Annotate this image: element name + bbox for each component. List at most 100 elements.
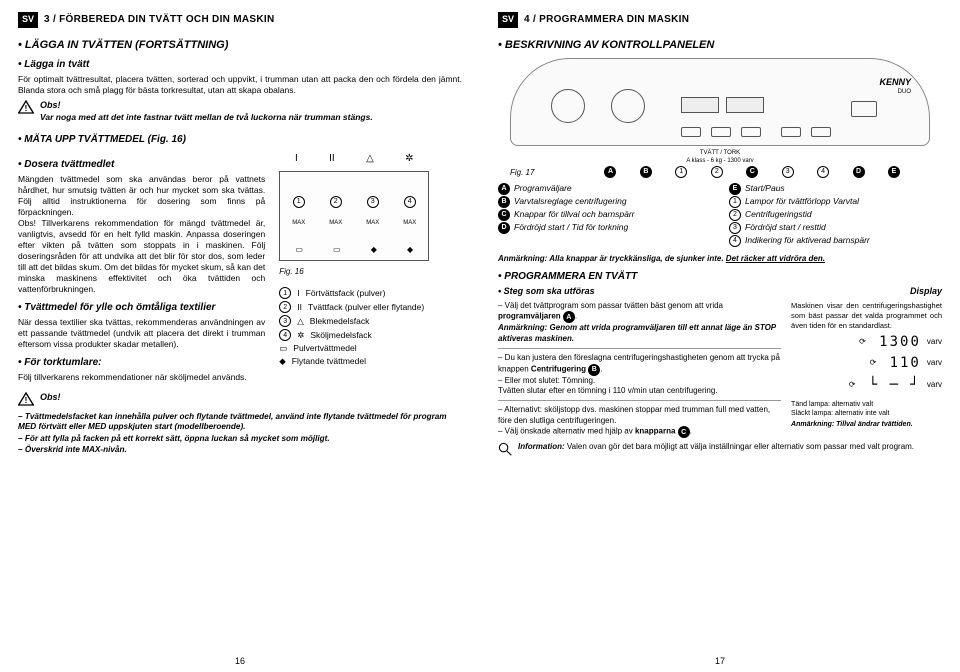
panel-btn-3: [741, 127, 761, 137]
dial-b: [611, 89, 645, 123]
obs-text-1: Var noga med att det inte fastnar tvätt …: [40, 112, 373, 123]
info-label: Information:: [518, 442, 565, 451]
drop-icon: ◆: [371, 245, 377, 255]
max2: MAX: [329, 220, 342, 228]
rinse-icon-3: ⟳: [849, 380, 863, 390]
svg-text:!: !: [25, 104, 28, 113]
powder-icon-leg: ▭: [279, 343, 287, 354]
warning-icon: !: [18, 100, 34, 114]
leg-n3: 3: [279, 315, 291, 327]
header-right: SV 4 / PROGRAMMERA DIN MASKIN: [498, 12, 942, 28]
num2: 2: [330, 196, 342, 208]
panel-btn-5: [811, 127, 831, 137]
tvatt-sub-2: A klass - 6 kg - 1300 varv: [686, 158, 753, 164]
v1: varv: [927, 337, 942, 347]
obs-label-1: Obs!: [40, 100, 373, 112]
panel-btn-1: [681, 127, 701, 137]
steps-block: – Välj det tvättprogram som passar tvätt…: [498, 301, 942, 438]
p-tork: Följ tillverkarens rekommendationer när …: [18, 372, 265, 383]
v2: varv: [927, 358, 942, 368]
leg6: Flytande tvättmedel: [292, 356, 366, 367]
s3a: – Alternativt: sköljstopp dvs. maskinen …: [498, 405, 770, 424]
step1: – Välj det tvättprogram som passar tvätt…: [498, 301, 781, 323]
key3: Fördröjd start / resttid: [745, 222, 826, 232]
foot-l2: – För att fylla på facken på ett korrekt…: [18, 434, 462, 445]
warning-icon-2: !: [18, 392, 34, 406]
disp1: 1300: [879, 333, 921, 351]
step1-note: Anmärkning: Genom att vrida programvälja…: [498, 323, 781, 344]
step3: – Alternativt: sköljstopp dvs. maskinen …: [498, 405, 781, 438]
foot-l1: – Tvättmedelsfacket kan innehålla pulver…: [18, 412, 462, 433]
note-underline: Det räcker att vidröra den.: [726, 254, 825, 263]
rinse-icon-2: ⟳: [870, 358, 884, 368]
brand-label: KENNY: [879, 77, 911, 89]
disp-note: Maskinen visar den centrifugeringshastig…: [791, 301, 942, 330]
h-prog: • PROGRAMMERA EN TVÄTT: [498, 270, 942, 283]
s2b: Centrifugering: [531, 364, 588, 373]
panel-btn-2: [711, 127, 731, 137]
leg3: Blekmedelsfack: [310, 316, 370, 327]
keyC: Knappar för tillval och barnspärr: [514, 209, 634, 219]
disp-row-1: ⟳1300varv: [791, 333, 942, 351]
marker-C: C: [746, 166, 758, 178]
max1: MAX: [292, 220, 305, 228]
magnifier-icon: [498, 442, 512, 456]
disp-row-3: ⟳└ ─ ┘varv: [791, 376, 942, 394]
info-row: Information: Valen ovan gör det bara möj…: [498, 442, 942, 456]
page-right: SV 4 / PROGRAMMERA DIN MASKIN • BESKRIVN…: [480, 0, 960, 672]
panel-btn-4: [781, 127, 801, 137]
display-2: [726, 97, 764, 113]
steps-hd-l: • Steg som ska utföras: [498, 286, 595, 298]
sym-c: △: [366, 152, 374, 165]
leg2: Tvättfack (pulver eller flytande): [308, 302, 424, 313]
liquid-icon-leg: ◆: [279, 356, 286, 367]
h-dosera: • Dosera tvättmedlet: [18, 158, 265, 171]
v3: varv: [927, 380, 942, 390]
num4: 4: [404, 196, 416, 208]
p-dosera2: Obs! Tillverkarens rekommendation för mä…: [18, 218, 265, 295]
panel-markers: A B 1 2 C 3 4 D E: [544, 166, 930, 178]
header-left: SV 3 / FÖRBEREDA DIN TVÄTT OCH DIN MASKI…: [18, 12, 462, 28]
lamp1: Tänd lampa: alternativ valt: [791, 400, 942, 409]
col-right-fig: I II △ ✲ 1 2 3 4 MAX MAX MAX: [279, 152, 462, 384]
p-dosera1: Mängden tvättmedel som ska användas bero…: [18, 174, 265, 218]
h-mata: • MÄTA UPP TVÄTTMEDEL (Fig. 16): [18, 133, 462, 146]
s3b: – Välj önskade alternativ med hjälp av: [498, 427, 635, 436]
s2c: .: [600, 364, 602, 373]
keyB: Varvtalsreglage centrifugering: [514, 196, 627, 206]
sym-a: I: [295, 152, 298, 165]
marker-3: 3: [782, 166, 794, 178]
s1b: programväljaren: [498, 312, 563, 321]
tvatt-sub-1: TVÄTT / TORK: [700, 150, 740, 156]
obs-row-2: ! Obs!: [18, 392, 462, 406]
tvatt-sub: TVÄTT / TORK A klass - 6 kg - 1300 varv: [498, 150, 942, 166]
key2: Centrifugeringstid: [745, 209, 812, 219]
leg-n2: 2: [279, 301, 291, 313]
s3d: .: [690, 427, 692, 436]
fig16-cap: Fig. 16: [279, 267, 462, 277]
keyE: Start/Paus: [745, 183, 785, 193]
max4: MAX: [403, 220, 416, 228]
subtitle-left-text: LÄGGA IN TVÄTTEN (FORTSÄTTNING): [25, 39, 228, 51]
control-panel-illustration: KENNY DUO: [510, 58, 930, 146]
h-ylle: • Tvättmedel för ylle och ömtåliga texti…: [18, 301, 265, 314]
disp2: 110: [890, 354, 921, 372]
obs-row-1: ! Obs! Var noga med att det inte fastnar…: [18, 100, 462, 123]
pagenum-right: 17: [715, 656, 725, 668]
subtitle-right-text: BESKRIVNING AV KONTROLLPANELEN: [505, 39, 714, 51]
leg-n4: 4: [279, 329, 291, 341]
steps-hd-r: Display: [910, 286, 942, 298]
disp-row-2: ⟳ 110 varv: [791, 354, 942, 372]
dial-a: [551, 89, 585, 123]
note-text: Anmärkning: Alla knappar är tryckkänslig…: [498, 254, 724, 263]
brand-sub: DUO: [898, 89, 911, 97]
leg5: Pulvertvättmedel: [293, 343, 356, 354]
section-title-right: 4 / PROGRAMMERA DIN MASKIN: [524, 13, 689, 26]
s1a: – Välj det tvättprogram som passar tvätt…: [498, 301, 723, 310]
max3: MAX: [366, 220, 379, 228]
lamp2: Släckt lampa: alternativ inte valt: [791, 409, 942, 418]
num3: 3: [367, 196, 379, 208]
page-left: SV 3 / FÖRBEREDA DIN TVÄTT OCH DIN MASKI…: [0, 0, 480, 672]
dispenser-topsym: I II △ ✲: [279, 152, 429, 165]
powder-icon-2: ▭: [333, 245, 341, 255]
